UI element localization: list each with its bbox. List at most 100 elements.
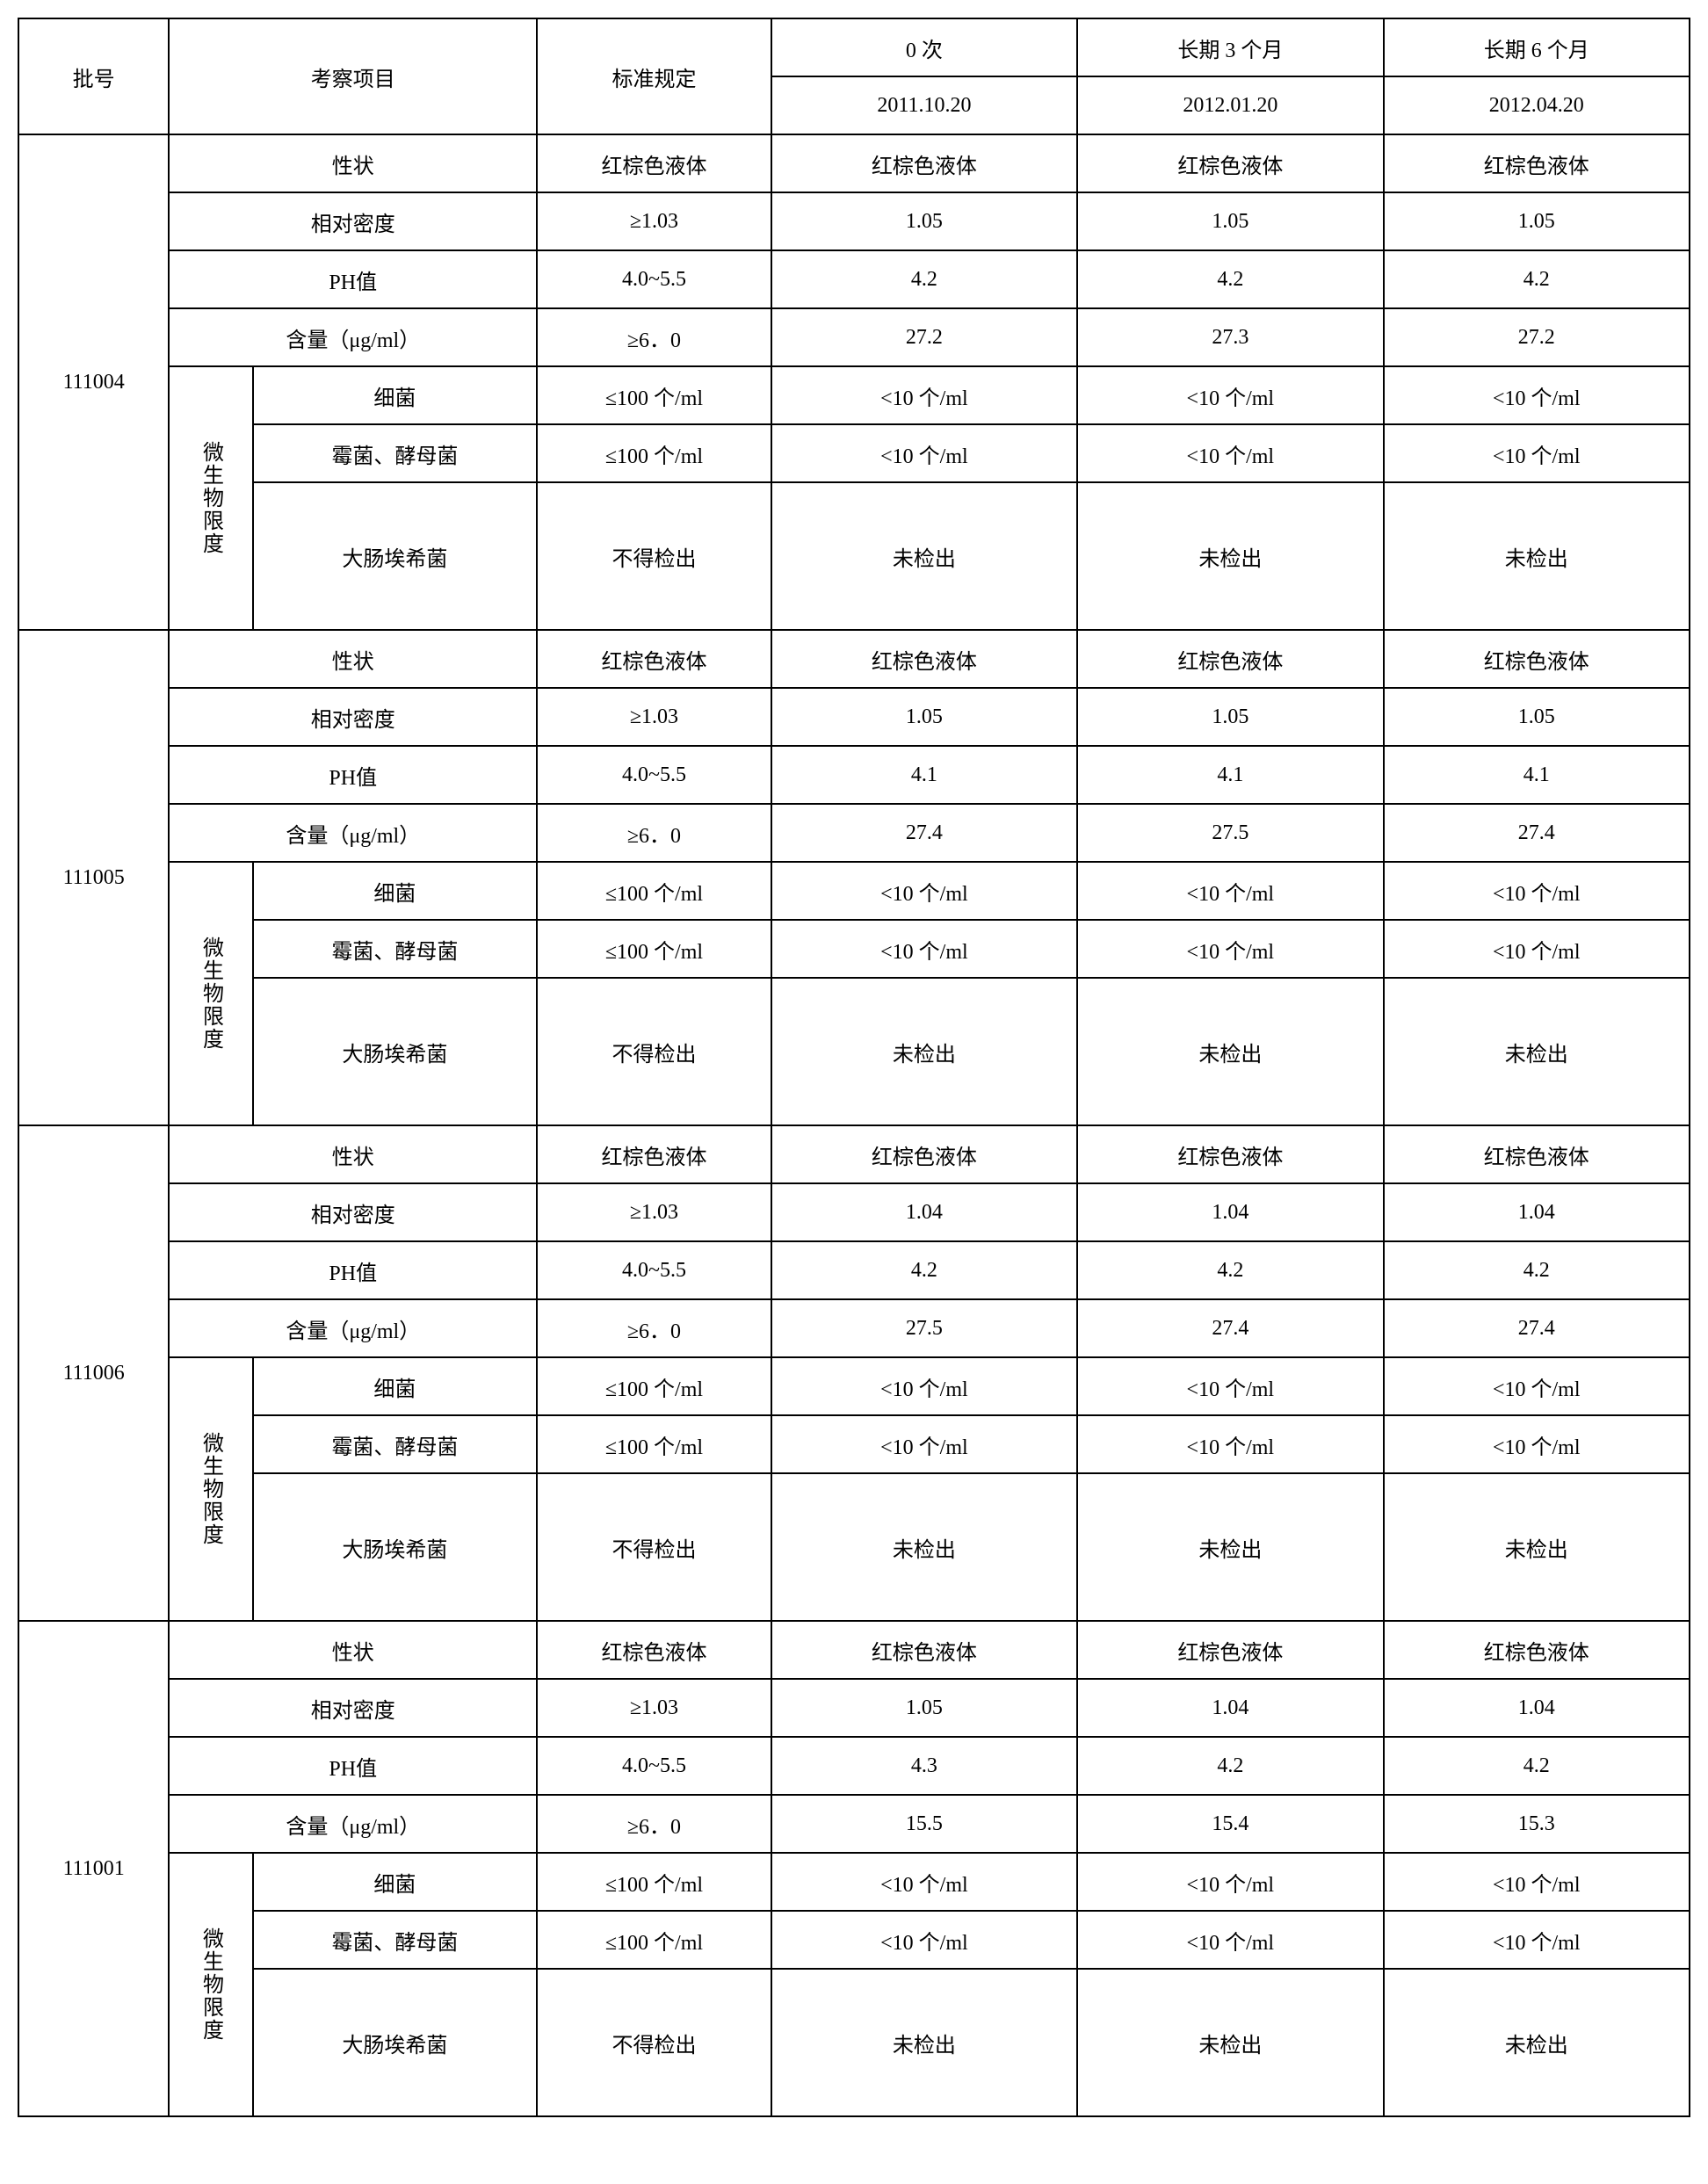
table-row: 含量（μg/ml）≥6．027.427.527.4: [18, 804, 1690, 862]
val: <10 个/ml: [771, 1357, 1077, 1415]
val: <10 个/ml: [1077, 1415, 1383, 1473]
param-appearance: 性状: [169, 630, 537, 688]
val: <10 个/ml: [1077, 424, 1383, 482]
std-density: ≥1.03: [537, 1679, 771, 1737]
param-ecoli: 大肠埃希菌: [253, 482, 538, 630]
param-density: 相对密度: [169, 1183, 537, 1241]
table-row: 霉菌、酵母菌≤100 个/ml<10 个/ml<10 个/ml<10 个/ml: [18, 920, 1690, 978]
val: 4.1: [771, 746, 1077, 804]
val: <10 个/ml: [771, 1853, 1077, 1911]
std-ecoli: 不得检出: [537, 1473, 771, 1621]
table-row: 大肠埃希菌不得检出未检出未检出未检出: [18, 1473, 1690, 1621]
val: <10 个/ml: [1384, 862, 1690, 920]
table-row: 含量（μg/ml）≥6．027.227.327.2: [18, 308, 1690, 366]
val: 1.05: [771, 192, 1077, 250]
std-ecoli: 不得检出: [537, 1969, 771, 2116]
val: 27.5: [771, 1299, 1077, 1357]
val: 1.05: [1384, 192, 1690, 250]
param-ecoli: 大肠埃希菌: [253, 1473, 538, 1621]
batch-id: 111001: [18, 1621, 169, 2116]
table-row: PH值4.0~5.54.34.24.2: [18, 1737, 1690, 1795]
val: 4.2: [1384, 1737, 1690, 1795]
param-microlimit: 微生物限度: [169, 366, 252, 630]
stability-table: 批号考察项目标准规定0 次长期 3 个月长期 6 个月2011.10.20201…: [18, 18, 1690, 2117]
val: <10 个/ml: [1077, 1853, 1383, 1911]
val: 红棕色液体: [1384, 1125, 1690, 1183]
param-density: 相对密度: [169, 1679, 537, 1737]
param-content: 含量（μg/ml）: [169, 804, 537, 862]
val: 27.2: [1384, 308, 1690, 366]
col-long3: 长期 3 个月: [1077, 18, 1383, 76]
val: <10 个/ml: [1384, 366, 1690, 424]
val: 27.4: [1384, 1299, 1690, 1357]
table-row: 大肠埃希菌不得检出未检出未检出未检出: [18, 482, 1690, 630]
std-ecoli: 不得检出: [537, 978, 771, 1125]
std-density: ≥1.03: [537, 192, 771, 250]
val: 4.2: [1384, 250, 1690, 308]
val: 未检出: [1077, 1473, 1383, 1621]
param-appearance: 性状: [169, 1621, 537, 1679]
val: 1.05: [1077, 688, 1383, 746]
std-mold: ≤100 个/ml: [537, 920, 771, 978]
val: <10 个/ml: [1384, 1911, 1690, 1969]
param-mold: 霉菌、酵母菌: [253, 424, 538, 482]
val: 1.05: [1077, 192, 1383, 250]
date6: 2012.04.20: [1384, 76, 1690, 134]
val: 15.4: [1077, 1795, 1383, 1853]
table-row: 111006性状红棕色液体红棕色液体红棕色液体红棕色液体: [18, 1125, 1690, 1183]
std-bacteria: ≤100 个/ml: [537, 1357, 771, 1415]
std-appearance: 红棕色液体: [537, 1125, 771, 1183]
val: 未检出: [1384, 482, 1690, 630]
table-row: 相对密度≥1.031.051.051.05: [18, 688, 1690, 746]
val: 1.04: [1384, 1679, 1690, 1737]
param-bacteria: 细菌: [253, 1357, 538, 1415]
param-ecoli: 大肠埃希菌: [253, 978, 538, 1125]
val: <10 个/ml: [771, 1911, 1077, 1969]
std-appearance: 红棕色液体: [537, 134, 771, 192]
val: 红棕色液体: [771, 1621, 1077, 1679]
val: 红棕色液体: [1077, 1621, 1383, 1679]
val: 15.5: [771, 1795, 1077, 1853]
table-row: PH值4.0~5.54.24.24.2: [18, 1241, 1690, 1299]
std-ph: 4.0~5.5: [537, 1241, 771, 1299]
table-row: PH值4.0~5.54.24.24.2: [18, 250, 1690, 308]
std-ph: 4.0~5.5: [537, 250, 771, 308]
param-bacteria: 细菌: [253, 366, 538, 424]
val: 4.1: [1077, 746, 1383, 804]
val: 4.2: [1077, 1241, 1383, 1299]
val: 1.05: [771, 1679, 1077, 1737]
param-microlimit: 微生物限度: [169, 1357, 252, 1621]
val: 27.4: [1384, 804, 1690, 862]
col-standard: 标准规定: [537, 18, 771, 134]
col-long6: 长期 6 个月: [1384, 18, 1690, 76]
val: 未检出: [1384, 978, 1690, 1125]
std-density: ≥1.03: [537, 688, 771, 746]
std-content: ≥6．0: [537, 1795, 771, 1853]
std-appearance: 红棕色液体: [537, 630, 771, 688]
std-ph: 4.0~5.5: [537, 1737, 771, 1795]
table-row: 含量（μg/ml）≥6．015.515.415.3: [18, 1795, 1690, 1853]
table-row: 微生物限度细菌≤100 个/ml<10 个/ml<10 个/ml<10 个/ml: [18, 1357, 1690, 1415]
date3: 2012.01.20: [1077, 76, 1383, 134]
val: 红棕色液体: [1384, 1621, 1690, 1679]
val: 27.4: [1077, 1299, 1383, 1357]
col-batch: 批号: [18, 18, 169, 134]
table-row: 相对密度≥1.031.041.041.04: [18, 1183, 1690, 1241]
val: 未检出: [1077, 1969, 1383, 2116]
val: 27.5: [1077, 804, 1383, 862]
val: <10 个/ml: [1384, 1853, 1690, 1911]
val: 4.2: [771, 250, 1077, 308]
param-appearance: 性状: [169, 134, 537, 192]
val: 27.4: [771, 804, 1077, 862]
param-bacteria: 细菌: [253, 862, 538, 920]
table-row: 霉菌、酵母菌≤100 个/ml<10 个/ml<10 个/ml<10 个/ml: [18, 1911, 1690, 1969]
table-row: 111004性状红棕色液体红棕色液体红棕色液体红棕色液体: [18, 134, 1690, 192]
val: <10 个/ml: [771, 862, 1077, 920]
param-microlimit: 微生物限度: [169, 862, 252, 1125]
val: 红棕色液体: [1077, 630, 1383, 688]
val: 未检出: [1077, 482, 1383, 630]
val: 红棕色液体: [1384, 134, 1690, 192]
table-row: 相对密度≥1.031.051.041.04: [18, 1679, 1690, 1737]
batch-id: 111006: [18, 1125, 169, 1621]
param-ecoli: 大肠埃希菌: [253, 1969, 538, 2116]
